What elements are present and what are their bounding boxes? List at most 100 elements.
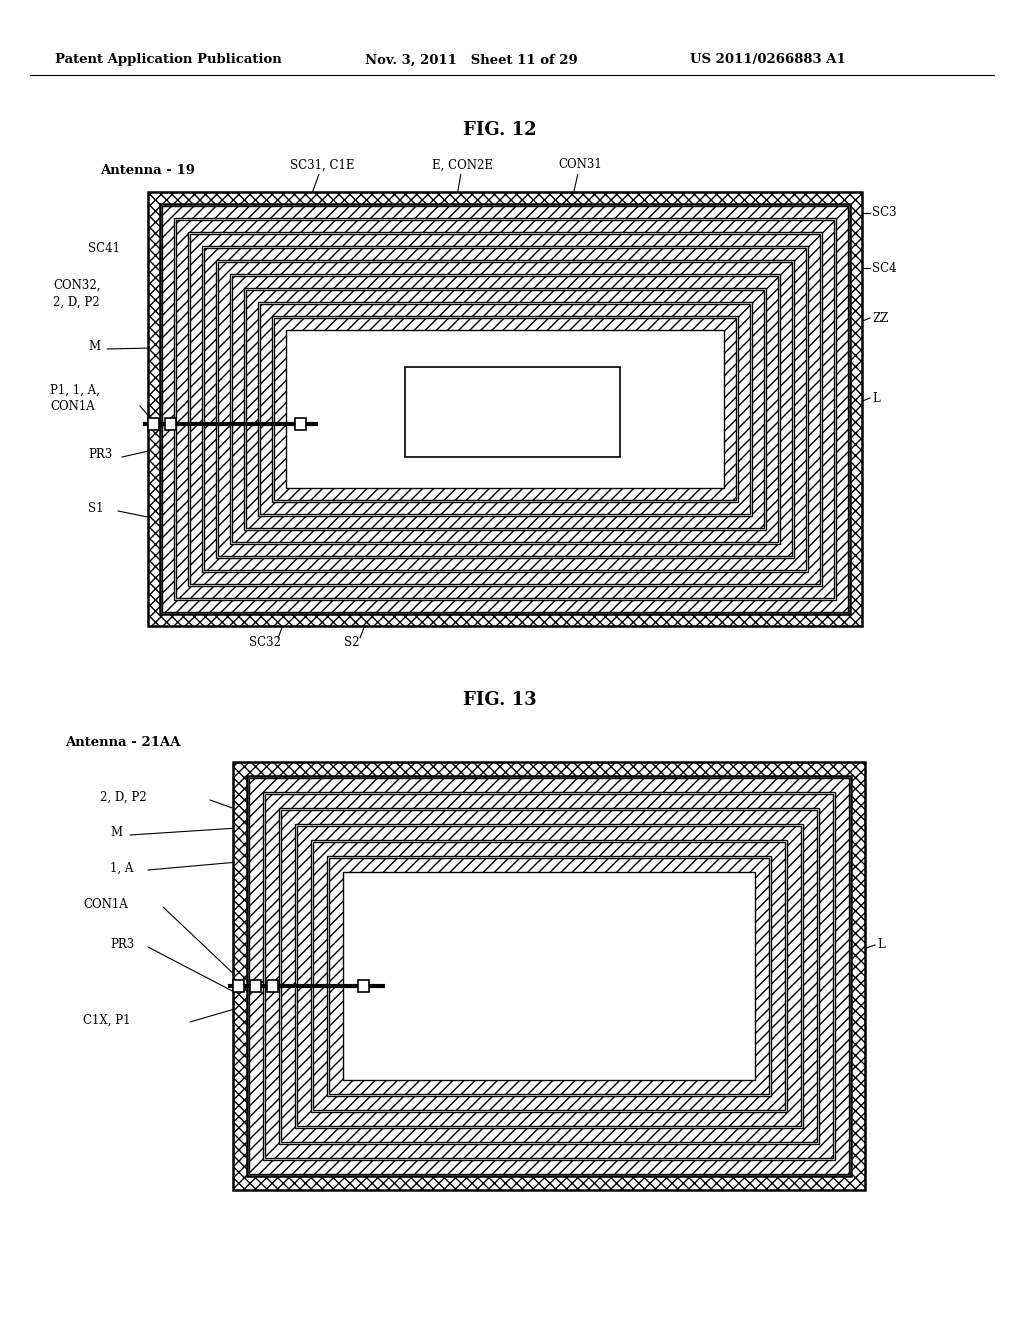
Bar: [190, 234, 820, 583]
Text: S2: S2: [545, 995, 560, 1008]
Bar: [218, 261, 792, 556]
Text: SC3: SC3: [872, 206, 897, 219]
Bar: [204, 248, 806, 570]
Text: 1, A: 1, A: [110, 862, 133, 874]
Text: PR3: PR3: [88, 449, 113, 462]
Text: FIG. 12: FIG. 12: [463, 121, 537, 139]
Text: ZZ: ZZ: [872, 312, 889, 325]
Bar: [279, 808, 819, 1144]
Bar: [260, 304, 750, 513]
Text: SC32: SC32: [249, 636, 281, 649]
Text: Antenna - 21AA: Antenna - 21AA: [65, 735, 180, 748]
Bar: [233, 762, 865, 1191]
Bar: [297, 826, 801, 1126]
Bar: [295, 824, 803, 1129]
Text: L: L: [877, 939, 885, 952]
Bar: [263, 792, 835, 1160]
Bar: [204, 248, 806, 570]
Bar: [202, 246, 808, 572]
Bar: [297, 826, 801, 1126]
Bar: [343, 873, 755, 1080]
Bar: [329, 858, 769, 1094]
Text: P1, 1, A,: P1, 1, A,: [50, 384, 100, 396]
Bar: [246, 290, 764, 528]
Bar: [165, 418, 176, 430]
Bar: [216, 260, 794, 558]
Text: CON32,: CON32,: [53, 279, 100, 292]
Bar: [313, 842, 785, 1110]
Text: CON1E: CON1E: [325, 983, 370, 997]
Bar: [313, 842, 785, 1110]
Bar: [246, 290, 764, 528]
Bar: [148, 191, 862, 626]
Text: CON1A: CON1A: [83, 899, 128, 912]
Text: M: M: [110, 826, 122, 840]
Text: C1X: C1X: [430, 421, 455, 433]
Bar: [274, 318, 736, 500]
Text: SC41: SC41: [88, 242, 120, 255]
Text: Antenna - 19: Antenna - 19: [100, 164, 195, 177]
Bar: [148, 191, 862, 626]
Bar: [232, 276, 778, 543]
Text: E, CON2E: E, CON2E: [432, 158, 493, 205]
Bar: [265, 795, 833, 1158]
Bar: [327, 855, 771, 1096]
Text: SC31, C1E: SC31, C1E: [290, 158, 354, 210]
Bar: [232, 276, 778, 543]
Bar: [233, 762, 865, 1191]
Bar: [358, 979, 369, 993]
Text: C1X, P1: C1X, P1: [83, 1014, 130, 1027]
Text: CON1A: CON1A: [50, 400, 95, 413]
Bar: [160, 205, 850, 614]
Bar: [218, 261, 792, 556]
Text: S1: S1: [488, 995, 504, 1008]
Bar: [265, 795, 833, 1158]
Text: SC4: SC4: [872, 261, 897, 275]
Bar: [176, 220, 834, 598]
Text: PR3: PR3: [110, 939, 134, 952]
Text: 2, D, P2: 2, D, P2: [100, 791, 146, 804]
Bar: [188, 232, 822, 586]
Bar: [244, 288, 766, 531]
Bar: [250, 979, 261, 993]
Bar: [295, 418, 306, 430]
Text: Nov. 3, 2011   Sheet 11 of 29: Nov. 3, 2011 Sheet 11 of 29: [365, 54, 578, 66]
Bar: [281, 810, 817, 1142]
Bar: [176, 220, 834, 598]
Bar: [281, 810, 817, 1142]
Text: FIG. 13: FIG. 13: [463, 690, 537, 709]
Bar: [406, 367, 620, 457]
Bar: [230, 275, 780, 544]
Bar: [267, 979, 278, 993]
Text: US 2011/0266883 A1: US 2011/0266883 A1: [690, 54, 846, 66]
Text: C1: C1: [278, 981, 294, 994]
Bar: [249, 777, 849, 1173]
Bar: [247, 776, 851, 1176]
Bar: [249, 777, 849, 1173]
Bar: [286, 330, 724, 488]
Bar: [190, 234, 820, 583]
Bar: [174, 218, 836, 601]
Text: 2, D, P2: 2, D, P2: [53, 296, 99, 309]
Bar: [258, 302, 752, 516]
Text: S2: S2: [344, 636, 359, 649]
Bar: [260, 304, 750, 513]
Text: C1: C1: [473, 400, 489, 413]
Bar: [148, 418, 159, 430]
Text: S1: S1: [88, 502, 103, 515]
Text: Patent Application Publication: Patent Application Publication: [55, 54, 282, 66]
Bar: [345, 874, 753, 1078]
Bar: [311, 840, 787, 1111]
Bar: [274, 318, 736, 500]
Text: M: M: [88, 341, 100, 354]
Text: L: L: [872, 392, 880, 404]
Bar: [162, 206, 848, 612]
Text: CON31: CON31: [558, 158, 602, 197]
Bar: [329, 858, 769, 1094]
Bar: [272, 315, 738, 502]
Bar: [233, 979, 244, 993]
Bar: [288, 333, 722, 486]
Bar: [162, 206, 848, 612]
Text: C1E, E, CON1E: C1E, E, CON1E: [358, 899, 454, 978]
Text: SC42: SC42: [413, 388, 445, 400]
